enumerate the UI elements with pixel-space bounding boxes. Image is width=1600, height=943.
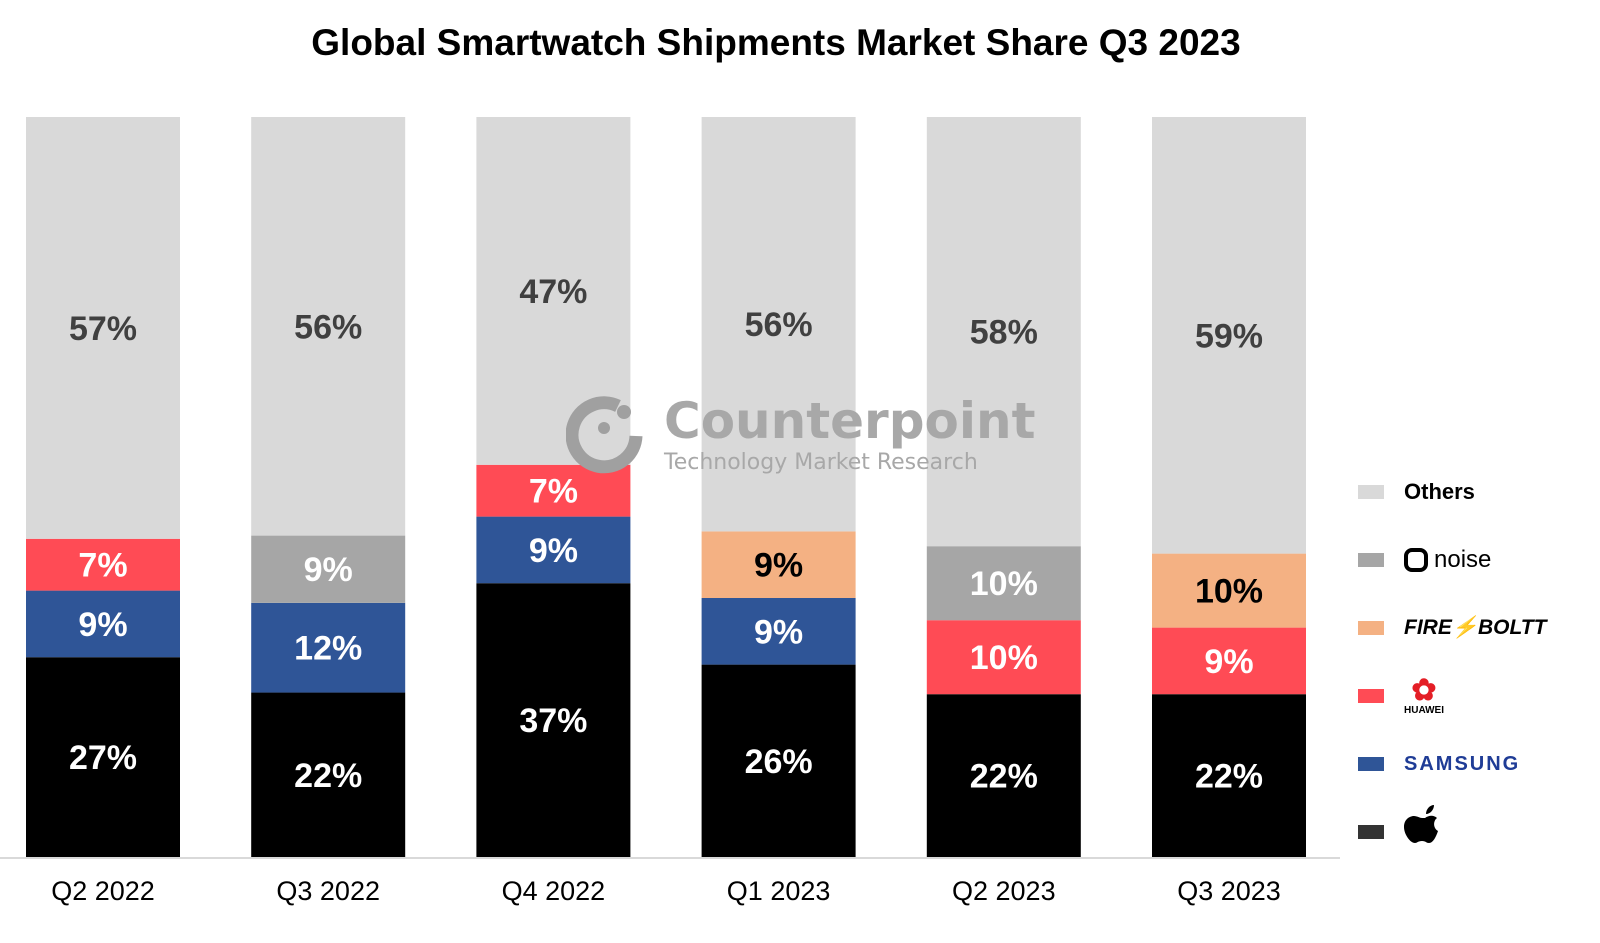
x-tick-label: Q3 2022 [276,876,380,906]
bar-segment-samsung [26,590,180,658]
noise-logo-icon [1404,548,1428,573]
bar-segment-fire-boltt [701,531,856,598]
legend-item-samsung: SAMSUNG [1358,744,1520,784]
data-label: 57% [69,310,137,348]
legend-swatch [1358,553,1384,567]
samsung-logo: SAMSUNG [1404,752,1521,775]
data-label: 56% [745,306,813,344]
bar-segment-huawei [1152,627,1306,695]
data-label: 7% [529,473,578,511]
noise-logo: noise [1404,546,1491,574]
bar-segment-samsung [701,598,856,665]
data-label: 59% [1195,317,1263,355]
data-label: 22% [294,757,362,795]
data-label: 9% [754,547,803,585]
bar-segment-apple [926,694,1081,857]
bar-segment-others [26,117,180,539]
bar-segment-noise [926,546,1081,621]
legend-swatch [1358,689,1384,703]
bar-segment-others [926,117,1081,547]
legend-label: Others [1404,479,1475,504]
legend-item-noise: noise [1358,540,1491,580]
bar-segment-huawei [26,538,180,591]
data-label: 12% [294,630,362,668]
legend-swatch [1358,757,1384,771]
legend-item-huawei: ✿ HUAWEI [1358,676,1444,716]
data-label: 9% [304,551,353,589]
data-label: 37% [519,702,587,740]
data-label: 10% [970,639,1038,677]
data-label: 27% [69,739,137,777]
legend-item-apple [1358,805,1446,852]
x-tick-label: Q3 2023 [1177,876,1281,906]
bar-segment-noise [251,535,406,603]
bar-segment-others [1152,117,1306,554]
legend-swatch [1358,825,1384,839]
legend-swatch [1358,485,1384,499]
bar-segment-samsung [476,516,631,584]
data-label: 9% [1204,643,1253,681]
data-label: 9% [529,532,578,570]
x-tick-label: Q2 2023 [952,876,1056,906]
bar-segment-others [251,117,406,536]
data-label: 58% [970,314,1038,352]
huawei-flower-icon: ✿ [1411,674,1437,707]
data-label: 26% [745,743,813,781]
legend-swatch [1358,621,1384,635]
bar-segment-apple [476,583,631,857]
bar-segment-apple [701,664,856,857]
chart-title: Global Smartwatch Shipments Market Share… [311,22,1241,63]
x-tick-label: Q4 2022 [502,876,606,906]
bar-segment-huawei [926,620,1081,695]
data-label: 9% [754,613,803,651]
bar-segment-others [701,117,856,532]
data-label: 10% [970,565,1038,603]
data-label: 22% [970,758,1038,796]
bar-segment-fire-boltt [1152,553,1306,628]
legend-item-others: Others [1358,472,1475,512]
bar-segment-apple [251,692,406,857]
x-tick-label: Q2 2022 [51,876,155,906]
legend-item-fire-boltt: FIRE⚡BOLTT [1358,608,1546,648]
data-label: 7% [78,547,127,585]
huawei-logo: ✿ HUAWEI [1404,674,1444,716]
data-label: 22% [1195,758,1263,796]
bar-segment-apple [1152,694,1306,857]
bar-segment-huawei [476,464,631,517]
data-label: 10% [1195,573,1263,611]
data-label: 9% [78,606,127,644]
bar-segment-samsung [251,602,406,693]
data-label: 56% [294,308,362,346]
bar-segment-apple [26,657,180,857]
fireboltt-logo: FIRE⚡BOLTT [1404,616,1547,639]
data-label: 47% [519,273,587,311]
x-tick-label: Q1 2023 [727,876,831,906]
apple-logo-icon [1404,804,1446,860]
stacked-bar-chart: 27% 9% 7% 57% Q2 2022 22% 12% 9% 56% Q3 2022 37% 9%… [0,117,1340,906]
